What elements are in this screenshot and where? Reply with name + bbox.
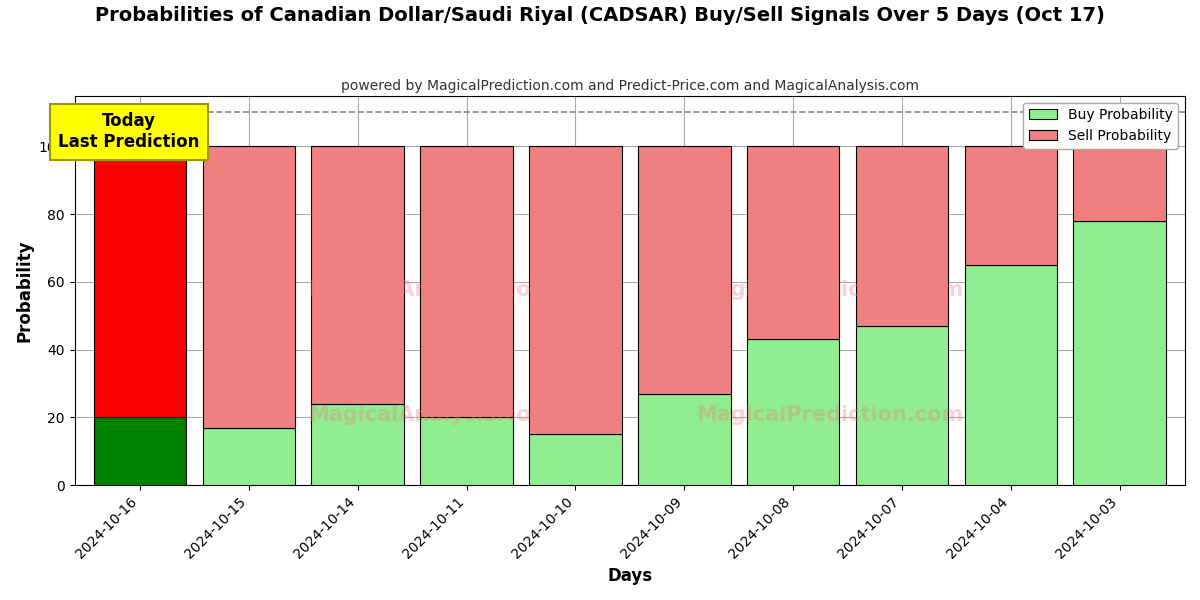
Bar: [746, 340, 839, 485]
Bar: [965, 265, 1057, 485]
Bar: [420, 418, 512, 485]
Bar: [94, 418, 186, 485]
Bar: [529, 146, 622, 434]
Text: Today
Last Prediction: Today Last Prediction: [59, 112, 199, 151]
Bar: [856, 146, 948, 326]
Bar: [746, 146, 839, 340]
Text: MagicalAnalysis.com: MagicalAnalysis.com: [307, 405, 552, 425]
Bar: [420, 146, 512, 418]
Legend: Buy Probability, Sell Probability: Buy Probability, Sell Probability: [1024, 103, 1178, 149]
Bar: [1074, 146, 1166, 221]
X-axis label: Days: Days: [607, 567, 653, 585]
Bar: [529, 434, 622, 485]
Bar: [203, 428, 295, 485]
Text: MagicalAnalysis.com: MagicalAnalysis.com: [307, 280, 552, 301]
Bar: [94, 146, 186, 418]
Bar: [203, 146, 295, 428]
Text: MagicalPrediction.com: MagicalPrediction.com: [696, 405, 964, 425]
Bar: [312, 146, 404, 404]
Text: Probabilities of Canadian Dollar/Saudi Riyal (CADSAR) Buy/Sell Signals Over 5 Da: Probabilities of Canadian Dollar/Saudi R…: [95, 6, 1105, 25]
Bar: [856, 326, 948, 485]
Bar: [638, 146, 731, 394]
Bar: [965, 146, 1057, 265]
Y-axis label: Probability: Probability: [16, 239, 34, 341]
Text: MagicalPrediction.com: MagicalPrediction.com: [696, 280, 964, 301]
Bar: [638, 394, 731, 485]
Bar: [1074, 221, 1166, 485]
Title: powered by MagicalPrediction.com and Predict-Price.com and MagicalAnalysis.com: powered by MagicalPrediction.com and Pre…: [341, 79, 919, 93]
Bar: [312, 404, 404, 485]
